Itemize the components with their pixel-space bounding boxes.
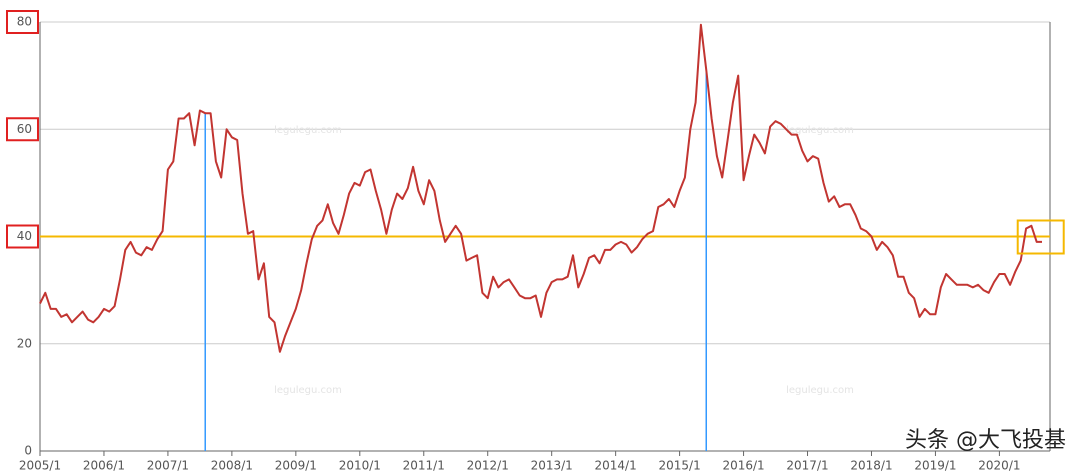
x-tick-label: 2020/1	[978, 459, 1020, 473]
x-tick-label: 2019/1	[914, 459, 956, 473]
watermark: legulegu.com	[274, 385, 342, 396]
x-tick-label: 2013/1	[531, 459, 573, 473]
x-tick-label: 2012/1	[467, 459, 509, 473]
highlight-box	[6, 224, 39, 249]
y-tick-label: 0	[24, 444, 32, 458]
y-tick-label: 80	[17, 15, 32, 29]
highlight-box	[1016, 219, 1065, 255]
y-tick-label: 20	[17, 336, 32, 350]
credit: 头条 @大飞投基	[905, 428, 1066, 453]
watermark: legulegu.com	[786, 385, 854, 396]
data-line	[39, 23, 1042, 353]
watermark: legulegu.com	[786, 125, 854, 136]
x-tick-label: 2015/1	[658, 459, 700, 473]
x-tick-label: 2007/1	[147, 459, 189, 473]
x-tick-label: 2016/1	[722, 459, 764, 473]
watermark: legulegu.com	[274, 125, 342, 136]
x-tick-label: 2011/1	[403, 459, 445, 473]
highlight-box	[6, 117, 39, 142]
x-tick-label: 2018/1	[850, 459, 892, 473]
x-tick-label: 2005/1	[19, 459, 61, 473]
x-tick-label: 2017/1	[786, 459, 828, 473]
y-tick-label: 40	[17, 229, 32, 243]
x-tick-label: 2009/1	[275, 459, 317, 473]
y-tick-label: 60	[17, 122, 32, 136]
x-tick-label: 2014/1	[595, 459, 637, 473]
x-tick-label: 2010/1	[339, 459, 381, 473]
x-tick-label: 2006/1	[83, 459, 125, 473]
x-tick-label: 2008/1	[211, 459, 253, 473]
highlight-box	[6, 10, 39, 34]
